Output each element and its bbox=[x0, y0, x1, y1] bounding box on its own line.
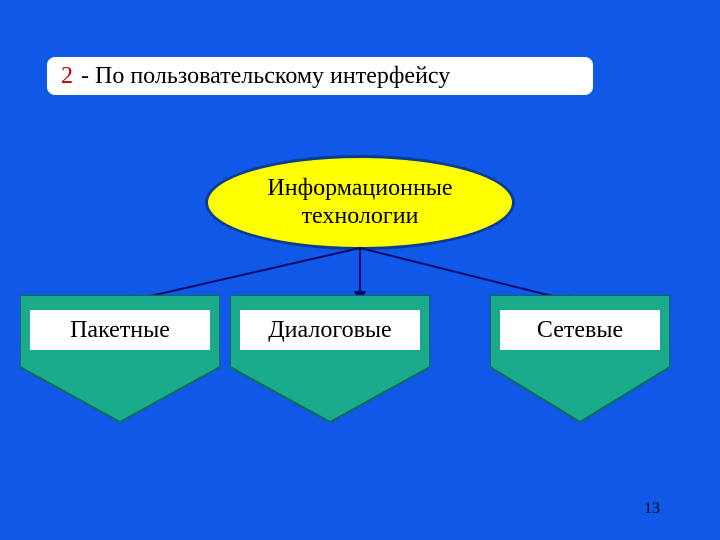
category-label: Пакетные bbox=[30, 310, 210, 350]
category-label: Диалоговые bbox=[240, 310, 420, 350]
central-ellipse: Информационные технологии bbox=[205, 155, 515, 250]
title-box: 2 - По пользовательскому интерфейсу bbox=[45, 55, 595, 97]
page-number: 13 bbox=[644, 500, 660, 518]
slide: 2 - По пользовательскому интерфейсу Инфо… bbox=[0, 0, 720, 540]
ellipse-text: Информационные технологии bbox=[208, 175, 512, 230]
title-number: 2 bbox=[61, 63, 73, 90]
category-label: Сетевые bbox=[500, 310, 660, 350]
title-text: - По пользовательскому интерфейсу bbox=[81, 63, 450, 90]
